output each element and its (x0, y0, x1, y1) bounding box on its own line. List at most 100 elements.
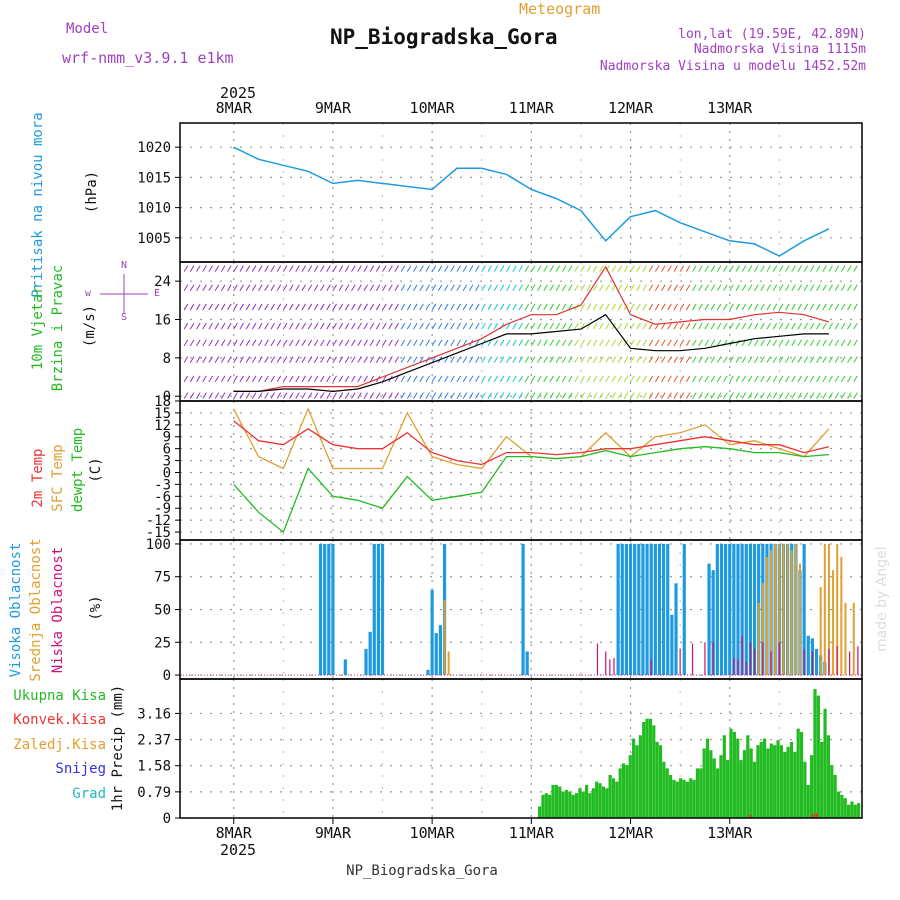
wind-barb (574, 265, 579, 272)
wind-barb (735, 392, 740, 399)
wind-barb (555, 284, 561, 292)
wind-barb (220, 265, 226, 272)
wind-barb (791, 339, 796, 347)
wind-barb (475, 265, 480, 272)
wind-barb (475, 392, 480, 399)
wind-barb (332, 392, 337, 399)
wind-barb (220, 356, 226, 363)
station-title: NP_Biogradska_Gora (330, 25, 558, 49)
model-name: wrf-nmm_v3.9.1 e1km (62, 49, 234, 67)
wind-barb (518, 392, 523, 399)
wind-barb (778, 392, 784, 399)
wind-barb (270, 339, 275, 347)
wind-barb (233, 375, 238, 383)
wind-barb (307, 322, 313, 330)
wind-barb (729, 303, 734, 311)
wind-barb (351, 392, 356, 399)
wind-barb (704, 375, 709, 383)
wind-barb (202, 375, 207, 383)
wind-barb (630, 392, 635, 399)
xtick-label-bottom: 12MAR (608, 824, 654, 842)
wind-barb (834, 322, 840, 330)
wind-barb (493, 339, 499, 347)
wind-barb (754, 265, 759, 272)
wind-barb (636, 322, 641, 330)
wind-barb (754, 322, 759, 330)
wind-barb (506, 392, 511, 399)
wind-barb (239, 375, 244, 383)
total-precip-bar (608, 774, 612, 818)
wind-barb (375, 265, 381, 272)
wind-barb (233, 322, 238, 330)
high-cloud-bar (653, 543, 657, 676)
wind-barb (369, 339, 375, 347)
low-cloud-bar (609, 659, 611, 676)
wind-barb (822, 356, 827, 363)
wind-barb (388, 284, 393, 292)
wind-barb (630, 284, 635, 292)
total-precip-bar (682, 779, 686, 818)
wind-barb (772, 375, 778, 383)
wind-barb (822, 339, 827, 347)
wind-barb (369, 303, 375, 311)
high-cloud-bar (323, 543, 327, 676)
wind-barb (189, 375, 195, 383)
wind-barb (648, 322, 654, 330)
wind-barb (685, 356, 691, 363)
ytick-label: 75 (154, 570, 171, 586)
total-precip-bar (726, 760, 730, 818)
wind-barb (282, 356, 288, 363)
total-precip-bar (655, 741, 659, 818)
wind-barb (344, 284, 350, 292)
wind-barb (425, 322, 430, 330)
wind-barb (692, 265, 697, 272)
low-cloud-bar (733, 658, 735, 676)
panel-clouds: 100 75 50 25 0 (146, 537, 863, 684)
wind-barb (636, 303, 641, 311)
wind-barb (493, 322, 499, 330)
wind-barb (183, 375, 189, 383)
total-precip-bar (662, 761, 666, 818)
wind-barb (772, 284, 778, 292)
wind-barb (580, 375, 585, 383)
wind-barb (363, 392, 368, 399)
wind-barb (803, 265, 809, 272)
wind-barb (233, 339, 238, 347)
wind-barb (543, 339, 548, 347)
wind-barb (450, 375, 455, 383)
mid-cloud-bar (443, 600, 446, 676)
wind-barb (853, 322, 858, 330)
low-cloud-bar (737, 659, 739, 676)
wind-barb (214, 303, 220, 311)
wind-barb (344, 303, 350, 311)
wind-barb (760, 322, 765, 330)
wind-barb (382, 322, 387, 330)
total-precip-bar (712, 758, 716, 818)
wind-barb (630, 322, 635, 330)
wind-barb (599, 392, 604, 399)
wind-barb (400, 303, 406, 311)
clouds-ylabel-name2: Srednja Oblacnost (28, 538, 44, 681)
wind-barb (227, 322, 232, 330)
clouds-ylabel-name1: Visoka Oblacnost (8, 543, 24, 678)
wind-barb (313, 339, 319, 347)
wind-barb (729, 356, 734, 363)
wind-barb (754, 392, 759, 399)
wind-barbs (183, 265, 858, 399)
wind-barb (506, 375, 511, 383)
wind-barb (549, 339, 554, 347)
wind-barb (245, 375, 251, 383)
mid-cloud-bar (770, 550, 773, 676)
wind-barb (462, 356, 468, 363)
total-precip-bar (571, 794, 575, 818)
wind-barb (661, 284, 666, 292)
wind-barb (202, 356, 207, 363)
low-cloud-bar (828, 648, 830, 676)
wind-barb (437, 284, 443, 292)
pressure-series-line (233, 146, 830, 257)
wind-barb (382, 392, 387, 399)
wind-barb (729, 322, 734, 330)
low-cloud-bar (749, 642, 751, 676)
wind-barb (785, 339, 790, 347)
wind-barb (809, 322, 815, 330)
